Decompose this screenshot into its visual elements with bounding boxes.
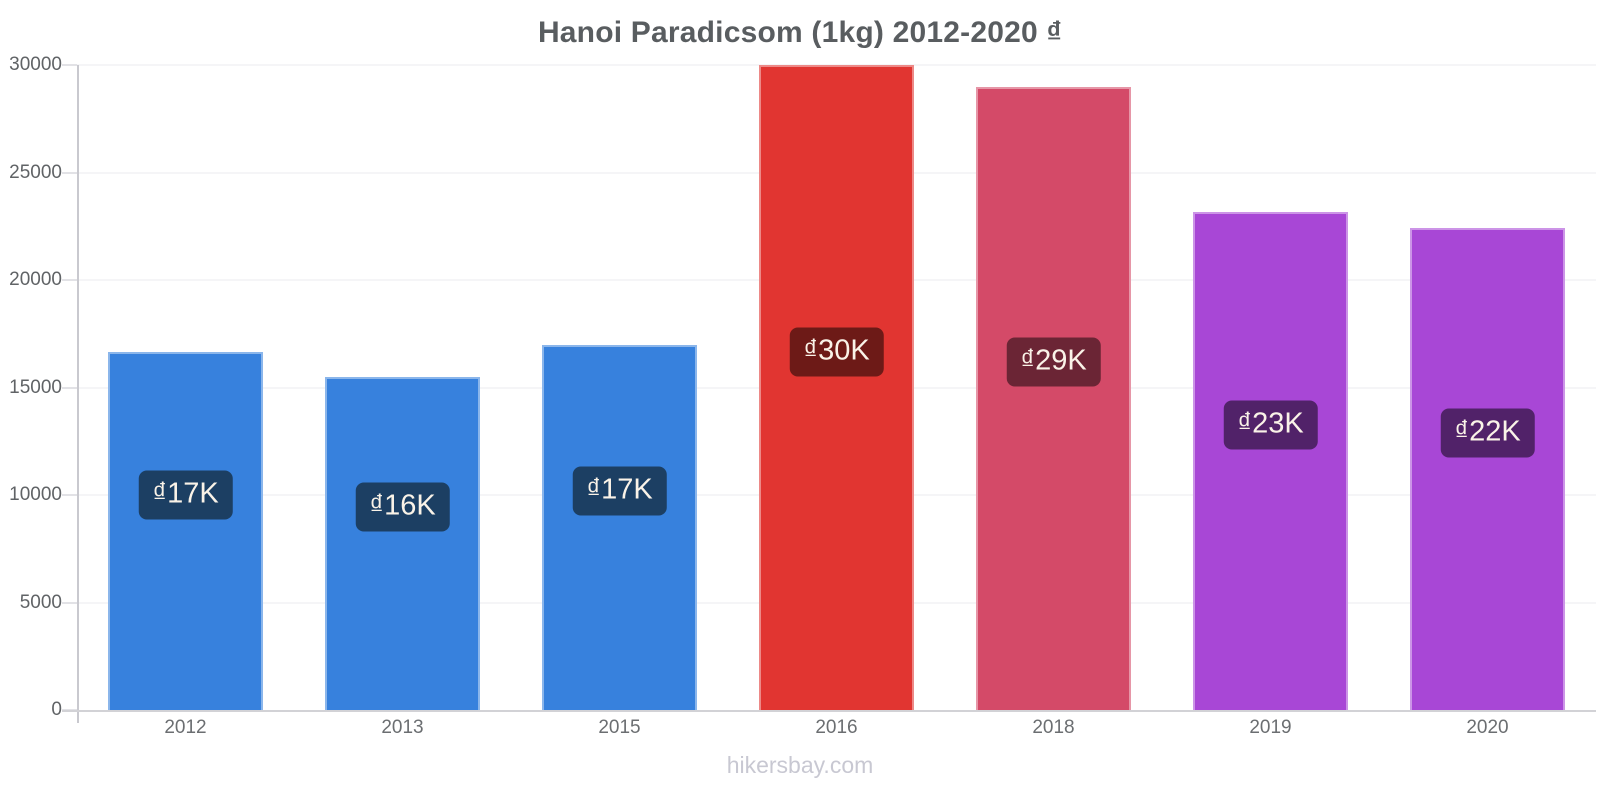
bar-2015 (542, 344, 697, 710)
y-tick-label: 15000 (9, 376, 62, 398)
y-tick-label: 20000 (9, 269, 62, 290)
y-axis-tick (62, 494, 77, 496)
y-tick-label: 5000 (19, 591, 62, 613)
watermark-footer: hikersbay.com (726, 752, 874, 778)
bar-value-label-2012: ₫17K (138, 470, 233, 520)
y-axis-tick (62, 279, 77, 281)
y-axis-line (77, 65, 79, 723)
x-tick-label-2012: 2012 (164, 717, 207, 738)
x-tick-label-2016: 2016 (815, 717, 858, 738)
bar-value-label-2019: ₫23K (1223, 400, 1318, 450)
y-tick-label: 25000 (9, 161, 62, 183)
bar-value-label-2020: ₫22K (1440, 408, 1535, 458)
bar-value-label-2013: ₫16K (355, 482, 450, 532)
y-axis-tick (62, 171, 77, 174)
bar-2019 (1193, 212, 1348, 710)
x-tick-label-2020: 2020 (1466, 717, 1509, 738)
x-tick-label-2019: 2019 (1249, 717, 1292, 738)
y-axis-tick (62, 64, 77, 66)
x-tick-label-2015: 2015 (598, 717, 641, 738)
x-tick-label-2018: 2018 (1032, 717, 1075, 738)
x-axis-line (62, 710, 1596, 712)
bar-value-label-2016: ₫30K (789, 327, 884, 376)
y-axis-tick (62, 601, 77, 604)
y-axis-tick (62, 386, 77, 389)
bar-value-label-2018: ₫29K (1006, 337, 1101, 387)
bar-2016 (759, 65, 914, 710)
bar-2020 (1410, 228, 1565, 710)
y-tick-label: 10000 (9, 484, 62, 505)
chart-title: Hanoi Paradicsom (1kg) 2012-2020 ₫ (537, 16, 1063, 49)
bar-2012 (108, 352, 263, 710)
bar-2018 (976, 86, 1131, 710)
y-tick-label: 30000 (9, 54, 62, 75)
bar-value-label-2015: ₫17K (572, 466, 667, 516)
y-tick-label: 0 (51, 699, 62, 720)
x-tick-label-2013: 2013 (381, 717, 424, 738)
bar-2013 (325, 376, 480, 710)
